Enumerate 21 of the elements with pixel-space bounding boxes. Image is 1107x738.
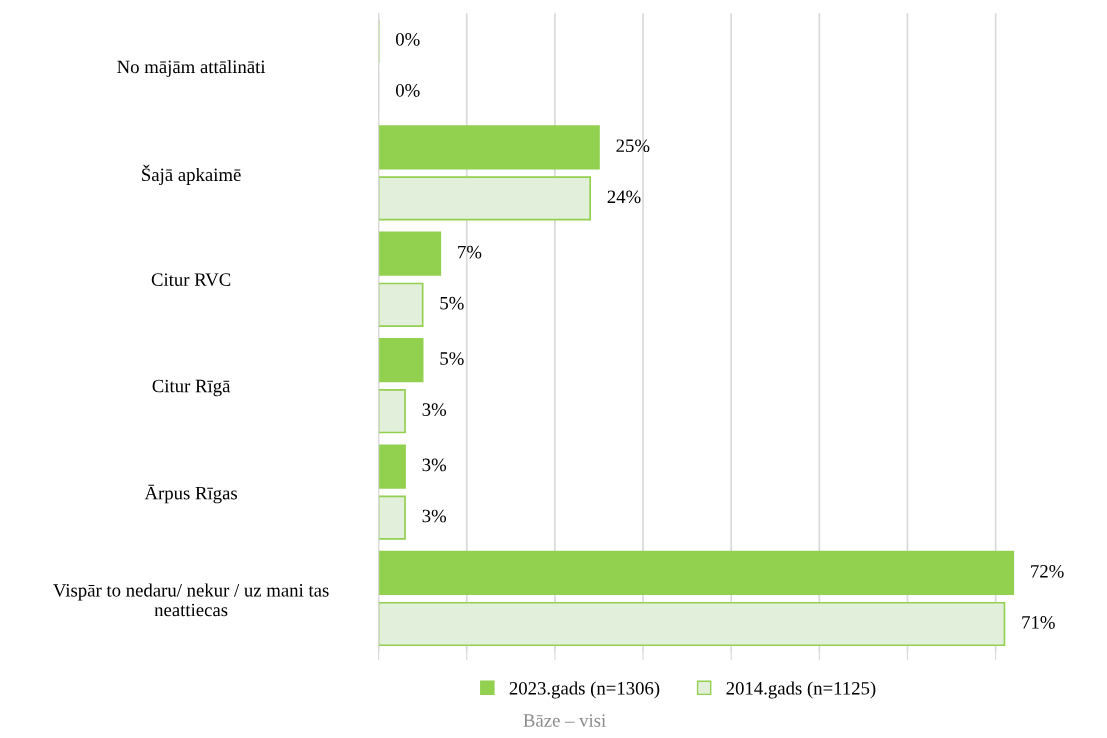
- y-tick-label: Ārpus Rīgas: [144, 484, 238, 504]
- legend-label: 2014.gads (n=1125): [726, 681, 876, 699]
- data-label: 24%: [607, 190, 641, 204]
- y-tick-label: Vispār to nedaru/ nekur / uz mani tas neattiecas: [53, 583, 329, 617]
- y-tick-label: Šajā apkaimē: [142, 164, 241, 185]
- data-label: 7%: [458, 245, 482, 259]
- data-label: 3%: [422, 458, 447, 472]
- data-label: 0%: [395, 32, 420, 46]
- y-tick-label: Citur RVC: [151, 273, 231, 287]
- data-label: 71%: [1022, 616, 1055, 629]
- data-label: 3%: [422, 509, 447, 523]
- data-label: 0%: [395, 84, 420, 97]
- y-tick-label: No mājām attālināti: [117, 59, 266, 77]
- data-label: 3%: [422, 403, 447, 416]
- legend-label: 2023.gads (n=1306): [509, 681, 660, 699]
- data-label: 25%: [616, 139, 650, 153]
- y-tick-label: Citur Rīgā: [152, 379, 231, 397]
- text: Bāze – visi: [523, 714, 606, 727]
- data-label: 72%: [1031, 564, 1064, 578]
- data-label: 5%: [440, 296, 464, 310]
- data-label: 5%: [440, 352, 464, 365]
